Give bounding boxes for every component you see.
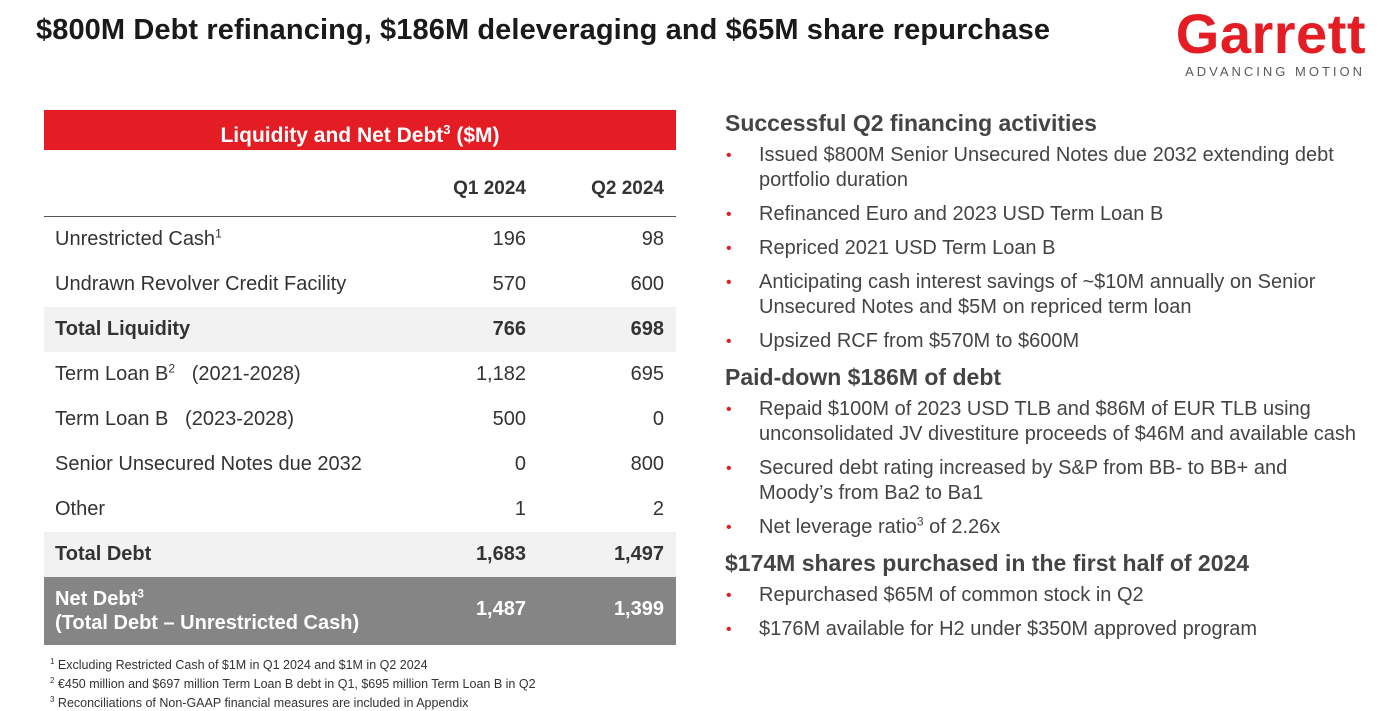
table-row-total-liquidity: Total Liquidity 766 698 xyxy=(44,307,676,352)
slide-title: $800M Debt refinancing, $186M deleveragi… xyxy=(36,14,1051,46)
list-item: Upsized RCF from $570M to $600M xyxy=(724,329,1364,354)
list-item: Repurchased $65M of common stock in Q2 xyxy=(724,583,1364,608)
table-column-headers: Q1 2024 Q2 2024 xyxy=(44,150,676,217)
table-row: Undrawn Revolver Credit Facility 570 600 xyxy=(55,273,664,295)
footnote: 2 €450 million and $697 million Term Loa… xyxy=(50,676,536,692)
liquidity-table: Liquidity and Net Debt3 ($M) Q1 2024 Q2 … xyxy=(44,110,676,645)
list-item: Net leverage ratio3 of 2.26x xyxy=(724,515,1364,540)
table-row: Other 1 2 xyxy=(55,498,664,520)
bullet-list: Repurchased $65M of common stock in Q2 $… xyxy=(724,583,1364,642)
list-item: Issued $800M Senior Unsecured Notes due … xyxy=(724,143,1364,193)
list-item: Anticipating cash interest savings of ~$… xyxy=(724,270,1364,320)
table-header: Liquidity and Net Debt3 ($M) xyxy=(44,110,676,150)
footnote: 3 Reconciliations of Non-GAAP financial … xyxy=(50,695,469,711)
section-heading: $174M shares purchased in the first half… xyxy=(725,550,1250,576)
bullet-list: Issued $800M Senior Unsecured Notes due … xyxy=(724,143,1364,354)
table-row: Unrestricted Cash1 196 98 xyxy=(55,226,664,250)
list-item: Secured debt rating increased by S&P fro… xyxy=(724,456,1364,506)
table-row-total-debt: Total Debt 1,683 1,497 xyxy=(44,532,676,577)
list-item: Repriced 2021 USD Term Loan B xyxy=(724,236,1364,261)
footnotes: 1 Excluding Restricted Cash of $1M in Q1… xyxy=(50,654,536,711)
logo-tagline: ADVANCING MOTION xyxy=(1185,64,1365,79)
logo-wordmark: Garrett xyxy=(1175,2,1366,65)
table-row-net-debt: Net Debt3 (Total Debt – Unrestricted Cas… xyxy=(44,577,676,645)
bullet-list: Repaid $100M of 2023 USD TLB and $86M of… xyxy=(724,397,1364,540)
list-item: Repaid $100M of 2023 USD TLB and $86M of… xyxy=(724,397,1364,447)
table-row: Term Loan B (2023-2028) 500 0 xyxy=(55,408,664,430)
list-item: $176M available for H2 under $350M appro… xyxy=(724,617,1364,642)
table-row: Term Loan B2 (2021-2028) 1,182 695 xyxy=(55,361,664,385)
section-heading: Successful Q2 financing activities xyxy=(725,110,1097,136)
highlights-panel: Successful Q2 financing activities Issue… xyxy=(724,110,1364,652)
footnote: 1 Excluding Restricted Cash of $1M in Q1… xyxy=(50,657,428,673)
column-q2: Q2 2024 xyxy=(591,178,664,199)
garrett-logo: Garrett ADVANCING MOTION xyxy=(1175,2,1366,80)
list-item: Refinanced Euro and 2023 USD Term Loan B xyxy=(724,202,1364,227)
column-q1: Q1 2024 xyxy=(453,178,526,199)
table-row: Senior Unsecured Notes due 2032 0 800 xyxy=(55,453,664,475)
section-heading: Paid-down $186M of debt xyxy=(725,364,1002,390)
